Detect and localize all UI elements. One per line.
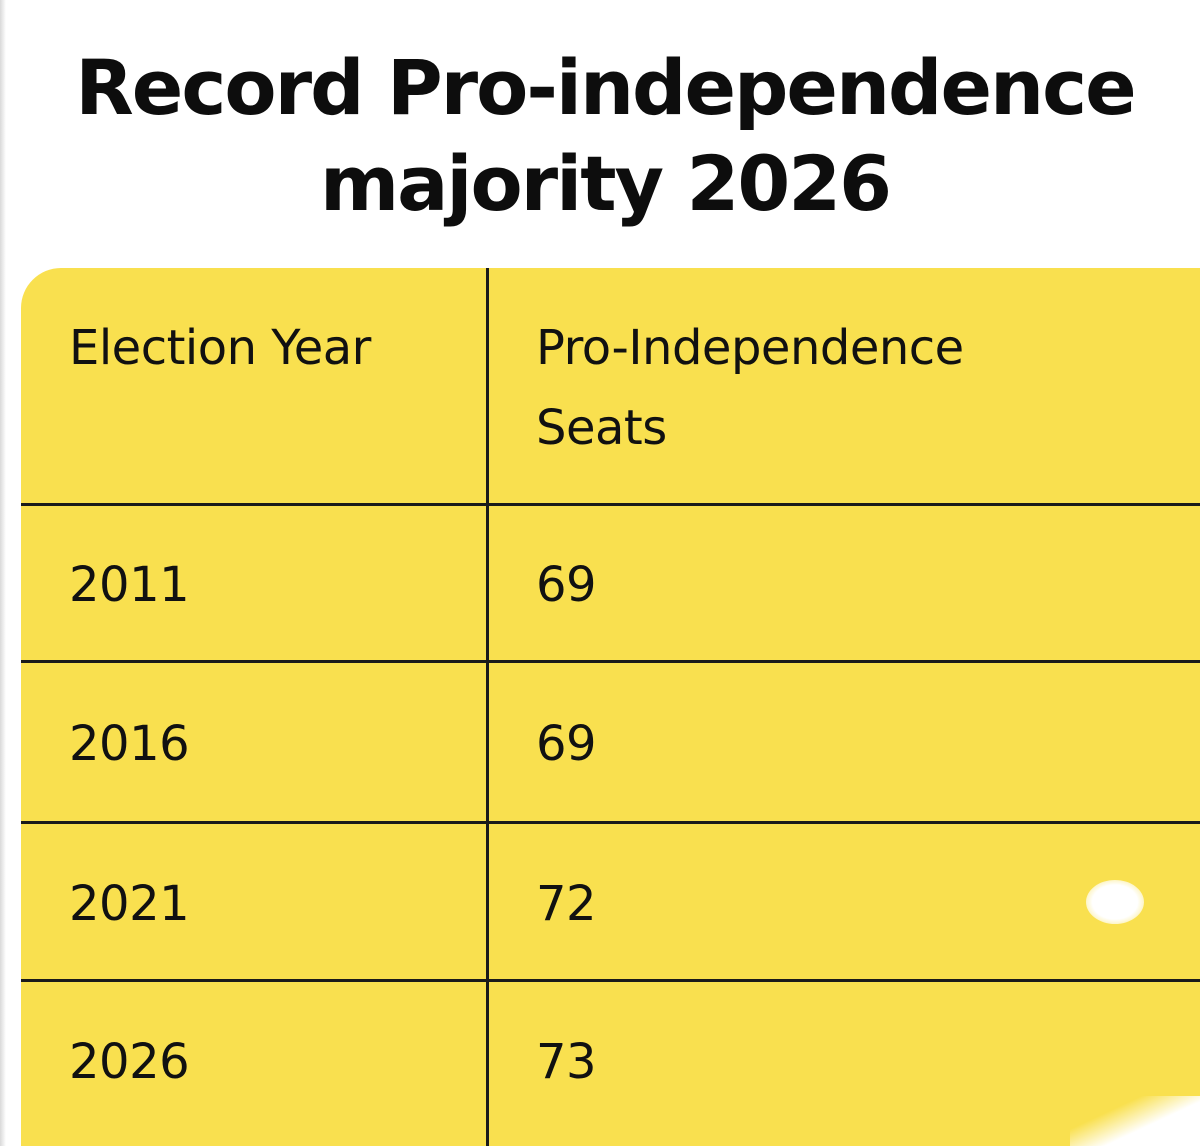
row-divider [21, 503, 1200, 506]
chart-title-line-2: majority 2026 [319, 139, 892, 228]
chart-title: Record Pro-independence majority 2026 [0, 40, 1200, 232]
header-seats-line-1: Pro-Independence [536, 320, 964, 376]
edge-shadow [0, 0, 6, 1146]
table-cell-year: 2016 [69, 716, 190, 772]
chart-title-line-1: Record Pro-independence [75, 43, 1136, 132]
table-cell-year: 2021 [69, 876, 190, 932]
table-cell-seats: 72 [536, 876, 597, 932]
row-divider [21, 821, 1200, 824]
row-divider [21, 979, 1200, 982]
table-cell-seats: 69 [536, 716, 597, 772]
header-election-year: Election Year [69, 320, 371, 376]
column-divider [486, 268, 489, 1146]
row-divider [21, 660, 1200, 663]
table-cell-year: 2011 [69, 557, 190, 613]
corner-glare [1070, 1096, 1200, 1146]
header-seats-line-2: Seats [536, 400, 667, 456]
table-cell-seats: 73 [536, 1034, 597, 1090]
data-table: Election Year Pro-Independence Seats 201… [21, 268, 1200, 1146]
light-glare [1086, 880, 1144, 924]
table-cell-year: 2026 [69, 1034, 190, 1090]
table-cell-seats: 69 [536, 557, 597, 613]
